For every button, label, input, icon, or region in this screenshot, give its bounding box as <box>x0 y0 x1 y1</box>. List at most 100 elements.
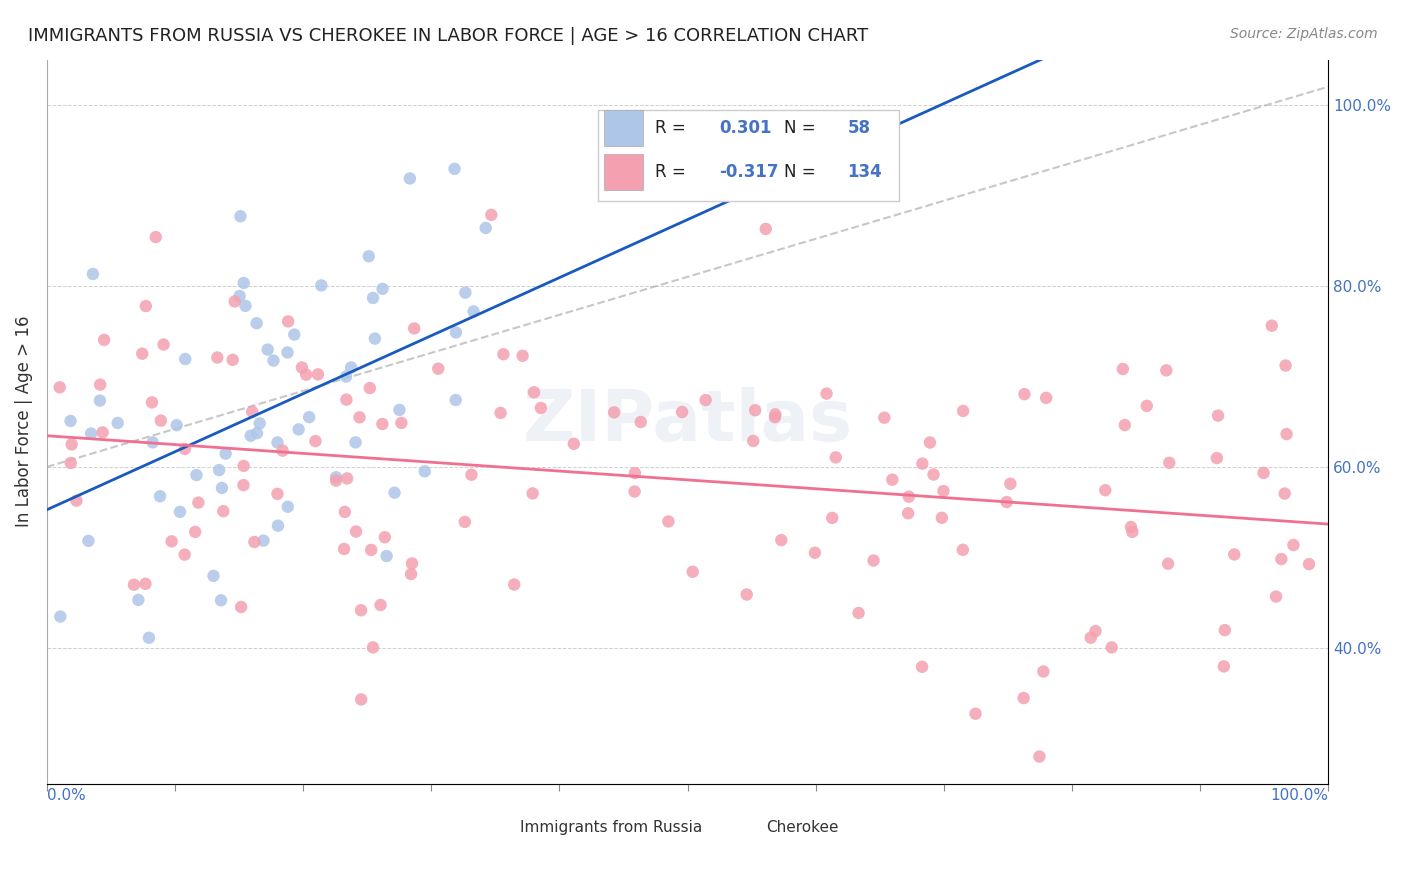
Point <box>1112 362 1135 376</box>
Point <box>375 549 398 563</box>
Point <box>256 343 278 357</box>
Point <box>918 435 941 450</box>
Point <box>1265 590 1288 604</box>
Point <box>240 405 263 419</box>
Point <box>755 222 778 236</box>
Point <box>336 471 359 485</box>
Point <box>1159 456 1181 470</box>
Point <box>1080 631 1102 645</box>
FancyBboxPatch shape <box>598 111 898 201</box>
Point <box>1275 427 1298 442</box>
Point <box>208 463 231 477</box>
Point <box>444 326 467 340</box>
Point <box>239 428 262 442</box>
Point <box>214 447 236 461</box>
Point <box>138 631 160 645</box>
Point <box>463 304 485 318</box>
Point <box>333 505 356 519</box>
Point <box>922 467 945 482</box>
Point <box>454 285 477 300</box>
Point <box>246 426 269 441</box>
Text: R =: R = <box>655 163 686 181</box>
Point <box>169 505 191 519</box>
Point <box>277 500 299 514</box>
Point <box>413 464 436 478</box>
Point <box>522 486 544 500</box>
Point <box>562 437 585 451</box>
Point <box>295 368 318 382</box>
Point <box>512 349 534 363</box>
Point <box>744 403 766 417</box>
Point <box>911 660 934 674</box>
Point <box>364 332 387 346</box>
Point <box>246 316 269 330</box>
Point <box>89 377 111 392</box>
Point <box>283 327 305 342</box>
Point <box>325 474 347 488</box>
Point <box>361 640 384 655</box>
Point <box>224 294 246 309</box>
Point <box>207 351 229 365</box>
Point <box>897 506 920 520</box>
Point <box>350 692 373 706</box>
Point <box>460 467 482 482</box>
Text: N =: N = <box>783 120 815 137</box>
Point <box>763 408 786 422</box>
Point <box>149 489 172 503</box>
Point <box>503 577 526 591</box>
Point <box>60 437 83 451</box>
Text: Immigrants from Russia: Immigrants from Russia <box>519 820 702 835</box>
Point <box>349 410 371 425</box>
Point <box>932 483 955 498</box>
Text: R =: R = <box>655 120 686 137</box>
Point <box>263 353 285 368</box>
Point <box>122 578 145 592</box>
Point <box>202 569 225 583</box>
Point <box>384 485 406 500</box>
Point <box>401 557 423 571</box>
Point <box>360 542 382 557</box>
Point <box>266 435 288 450</box>
Point <box>311 278 333 293</box>
Point <box>427 361 450 376</box>
Point <box>350 603 373 617</box>
Point <box>1213 623 1236 637</box>
Point <box>287 422 309 436</box>
Point <box>770 533 793 548</box>
Point <box>135 299 157 313</box>
Point <box>340 360 363 375</box>
FancyBboxPatch shape <box>605 111 643 146</box>
Point <box>298 410 321 425</box>
Point <box>523 385 546 400</box>
Text: Source: ZipAtlas.com: Source: ZipAtlas.com <box>1230 27 1378 41</box>
FancyBboxPatch shape <box>489 813 522 846</box>
Point <box>1012 691 1035 706</box>
Point <box>48 380 70 394</box>
Point <box>65 493 87 508</box>
Point <box>1114 418 1136 433</box>
Y-axis label: In Labor Force | Age > 16: In Labor Force | Age > 16 <box>15 316 32 527</box>
Point <box>184 524 207 539</box>
Point <box>443 161 465 176</box>
Point <box>1121 524 1143 539</box>
Point <box>211 481 233 495</box>
Point <box>77 533 100 548</box>
Point <box>359 381 381 395</box>
Point <box>89 393 111 408</box>
Point <box>1000 476 1022 491</box>
Point <box>209 593 232 607</box>
Point <box>160 534 183 549</box>
Point <box>1119 520 1142 534</box>
Point <box>671 405 693 419</box>
Point <box>952 542 974 557</box>
Point <box>371 417 394 431</box>
Point <box>444 392 467 407</box>
Point <box>174 351 197 366</box>
Point <box>479 208 502 222</box>
Point <box>965 706 987 721</box>
Point <box>252 533 274 548</box>
Point <box>228 289 250 303</box>
Point <box>235 299 257 313</box>
Point <box>1274 359 1296 373</box>
Point <box>166 418 188 433</box>
